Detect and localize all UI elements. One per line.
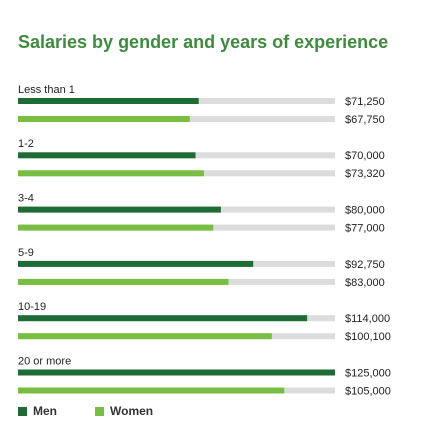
value-label: $73,320	[345, 168, 385, 180]
bar	[18, 369, 335, 376]
chart-title: Salaries by gender and years of experien…	[18, 32, 388, 52]
value-label: $92,750	[345, 259, 385, 271]
legend-label: Women	[110, 404, 153, 418]
category-label: Less than 1	[18, 84, 75, 96]
value-label: $100,100	[345, 331, 391, 343]
bar	[18, 387, 285, 394]
legend-swatch	[95, 407, 104, 416]
value-label: $125,000	[345, 367, 391, 379]
legend-swatch	[18, 407, 27, 416]
category-label: 5-9	[18, 247, 34, 259]
value-label: $67,750	[345, 114, 385, 126]
value-label: $105,000	[345, 385, 391, 397]
category-label: 1-2	[18, 138, 34, 150]
bar	[18, 98, 199, 104]
bar	[18, 224, 214, 231]
bar	[18, 152, 196, 159]
value-label: $114,000	[345, 313, 390, 325]
bar	[18, 333, 272, 340]
value-label: $71,250	[345, 96, 385, 108]
bar	[18, 315, 308, 322]
legend-label: Men	[33, 404, 57, 418]
category-label: 20 or more	[18, 355, 71, 367]
bar	[18, 170, 204, 177]
value-label: $80,000	[345, 205, 385, 217]
category-label: 10-19	[18, 301, 46, 313]
value-label: $77,000	[345, 223, 385, 235]
bar	[18, 206, 221, 213]
value-label: $70,000	[345, 150, 385, 162]
category-label: 3-4	[18, 193, 34, 205]
value-label: $83,000	[345, 277, 385, 289]
bar	[18, 278, 229, 285]
bar	[18, 116, 190, 122]
bar	[18, 260, 254, 267]
